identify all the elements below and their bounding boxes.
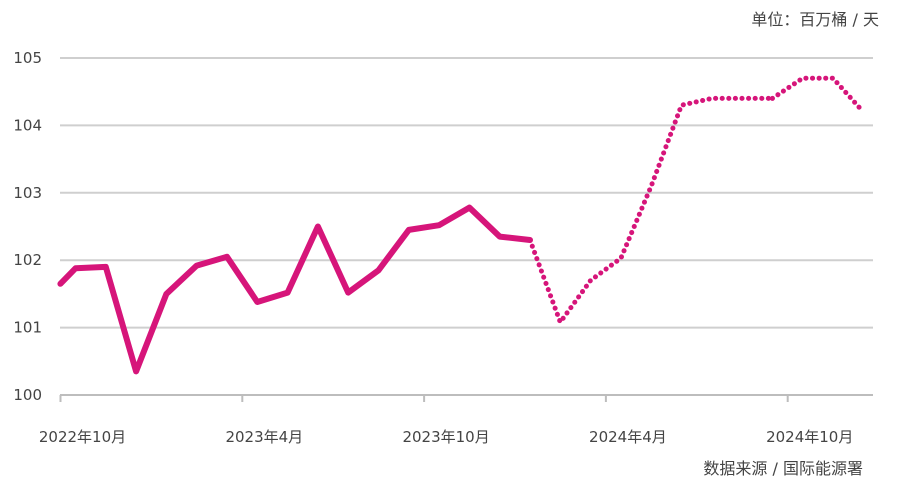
- x-tick-label: 2024年10月: [766, 428, 853, 446]
- y-tick-label: 102: [13, 251, 42, 269]
- y-tick-labels: 100 101 102 103 104 105: [13, 49, 42, 404]
- y-tick-label: 100: [13, 386, 42, 404]
- x-tick-label: 2023年4月: [225, 428, 303, 446]
- series-lines: [57, 75, 866, 375]
- y-tick-label: 105: [13, 49, 42, 67]
- x-tick-labels: 2022年10月 2023年4月 2023年10月 2024年4月 2024年10月: [39, 428, 853, 446]
- y-tick-label: 103: [13, 184, 42, 202]
- y-tick-label: 101: [13, 319, 42, 337]
- x-axis: [59, 394, 873, 402]
- series-line-forecast-2: [769, 75, 866, 115]
- x-tick-label: 2024年4月: [589, 428, 667, 446]
- unit-label: 单位：百万桶 / 天: [751, 10, 879, 29]
- x-tick-label: 2023年10月: [402, 428, 489, 446]
- series-line-actual: [57, 204, 533, 375]
- y-tick-label: 104: [13, 116, 42, 134]
- series-line-forecast-1: [527, 95, 775, 325]
- x-tick-label: 2022年10月: [39, 428, 126, 446]
- grid-lines: [60, 57, 873, 329]
- source-label: 数据来源 / 国际能源署: [703, 459, 863, 478]
